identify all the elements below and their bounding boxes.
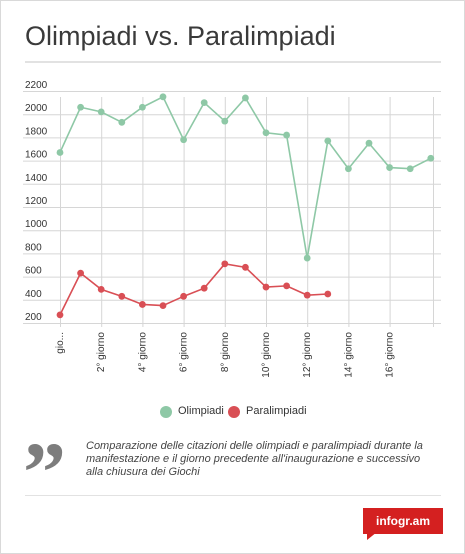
data-point-olimpiadi: [159, 93, 167, 101]
data-point-olimpiadi: [56, 149, 64, 156]
data-point-olimpiadi: [221, 117, 229, 125]
x-tick-label: 14° giorno: [343, 332, 354, 378]
data-point-paralimpiadi: [56, 311, 64, 319]
data-point-olimpiadi: [365, 139, 373, 147]
data-point-olimpiadi: [139, 103, 146, 111]
x-tick-label: 8° giorno: [220, 332, 231, 373]
y-tick-label: 1400: [25, 173, 48, 184]
data-point-paralimpiadi: [283, 282, 290, 290]
data-point-paralimpiadi: [159, 302, 167, 309]
logo-tail-shape: [367, 532, 377, 540]
legend-swatch-olimpiadi: [160, 406, 172, 418]
data-point-olimpiadi: [386, 164, 393, 171]
data-point-paralimpiadi: [97, 285, 105, 293]
data-point-paralimpiadi: [262, 283, 270, 291]
title-divider: [25, 61, 441, 63]
y-tick-label: 600: [25, 266, 42, 277]
data-point-olimpiadi: [283, 131, 290, 139]
data-point-olimpiadi: [303, 254, 311, 262]
legend-label-olimpiadi: Olimpiadi: [178, 405, 224, 417]
chart-title: Olimpiadi vs. Paralimpiadi: [25, 21, 336, 51]
data-point-paralimpiadi: [200, 284, 208, 292]
x-tick-label: 6° giorno: [179, 332, 190, 373]
series-line-olimpiadi: [59, 95, 432, 259]
quote-icon: ”: [23, 424, 66, 520]
legend: Olimpiadi Paralimpiadi: [1, 403, 465, 423]
y-tick-label: 1000: [25, 219, 48, 230]
data-point-paralimpiadi: [180, 292, 188, 300]
y-axis-ticks: 200 400 600 800 1000 1200 1400 1600 1800 2000 2200: [25, 80, 48, 323]
x-tick-label: 10° giorno: [261, 332, 272, 378]
data-point-paralimpiadi: [324, 290, 332, 298]
series-line-paralimpiadi: [59, 262, 328, 316]
data-point-olimpiadi: [97, 108, 105, 116]
data-point-olimpiadi: [180, 136, 188, 144]
logo-text: infogr.am: [375, 514, 430, 528]
data-point-olimpiadi: [345, 165, 352, 173]
logo-badge: [363, 508, 443, 534]
y-tick-label: 1600: [25, 150, 48, 161]
line-chart: 200 400 600 800 1000 1200 1400 1600 1800 2000 2200…: [23, 80, 441, 378]
data-point-olimpiadi: [77, 103, 84, 111]
data-point-olimpiadi: [200, 99, 208, 106]
data-point-olimpiadi: [118, 118, 126, 126]
x-tick-label: 2° giorno: [96, 332, 107, 373]
legend-label-paralimpiadi: Paralimpiadi: [246, 405, 307, 417]
data-point-paralimpiadi: [242, 263, 249, 271]
y-tick-label: 1200: [25, 196, 48, 207]
data-point-olimpiadi: [406, 165, 414, 173]
x-axis-ticks: gio... 2° giorno 4° giorno 6° giorno 8° gior…: [55, 332, 396, 378]
data-point-olimpiadi: [324, 137, 332, 145]
data-point-paralimpiadi: [221, 260, 229, 268]
x-tick-label: gio...: [55, 332, 66, 354]
x-tick-label: 16° giorno: [385, 332, 396, 378]
x-tick-label: 12° giorno: [302, 332, 313, 378]
y-tick-label: 2200: [25, 80, 48, 91]
x-tick-label: 4° giorno: [137, 332, 148, 373]
grid-lines: [23, 91, 441, 327]
footer-divider: [25, 495, 441, 496]
data-point-paralimpiadi: [139, 301, 146, 308]
data-point-paralimpiadi: [77, 269, 84, 277]
y-tick-label: 800: [25, 242, 42, 253]
data-point-olimpiadi: [242, 94, 249, 102]
y-tick-label: 2000: [25, 103, 48, 114]
y-tick-label: 200: [25, 312, 42, 323]
y-tick-label: 1800: [25, 126, 48, 137]
data-point-olimpiadi: [262, 129, 270, 137]
chart-caption: Comparazione delle citazioni delle olimp…: [86, 440, 423, 478]
data-point-paralimpiadi: [303, 291, 311, 299]
series-lines: [56, 93, 435, 319]
infogram-logo[interactable]: infogr.am: [363, 508, 443, 540]
data-point-paralimpiadi: [118, 292, 126, 300]
y-tick-label: 400: [25, 289, 42, 300]
data-point-olimpiadi: [427, 154, 435, 162]
legend-swatch-paralimpiadi: [228, 406, 240, 418]
